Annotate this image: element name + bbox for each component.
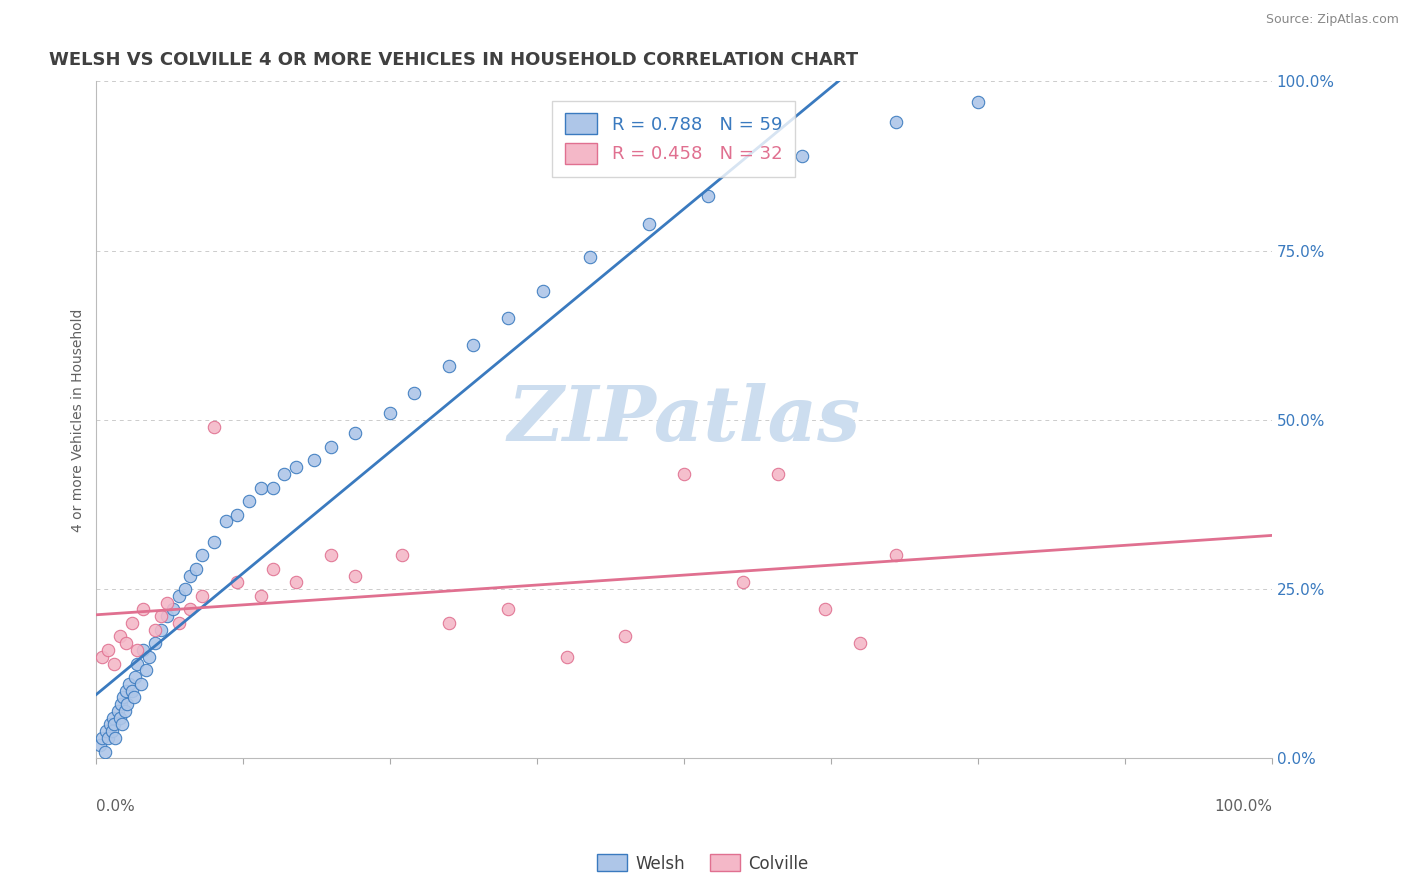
Point <box>226 508 249 522</box>
Legend: Welsh, Colville: Welsh, Colville <box>591 847 815 880</box>
Point <box>129 677 152 691</box>
Point <box>967 95 990 109</box>
Point <box>156 609 179 624</box>
Point <box>250 481 273 495</box>
Point <box>124 670 146 684</box>
Point <box>150 623 173 637</box>
Point <box>173 582 195 596</box>
Point <box>402 385 425 400</box>
Point <box>391 548 413 562</box>
Point <box>97 731 120 745</box>
Point <box>138 649 160 664</box>
Point <box>814 602 837 616</box>
Point <box>150 609 173 624</box>
Point <box>110 697 132 711</box>
Text: 0.0%: 0.0% <box>97 799 135 814</box>
Point <box>167 589 190 603</box>
Point <box>555 649 578 664</box>
Point <box>302 453 325 467</box>
Point <box>114 683 136 698</box>
Point <box>127 643 149 657</box>
Text: 100.0%: 100.0% <box>1213 799 1272 814</box>
Point <box>167 615 190 630</box>
Point <box>112 690 135 705</box>
Point <box>121 615 143 630</box>
Point <box>321 440 343 454</box>
Point <box>273 467 295 481</box>
Point <box>226 575 249 590</box>
Y-axis label: 4 or more Vehicles in Household: 4 or more Vehicles in Household <box>72 308 86 532</box>
Point <box>93 745 115 759</box>
Point <box>179 602 201 616</box>
Point <box>135 664 157 678</box>
Point <box>101 711 124 725</box>
Point <box>496 602 519 616</box>
Point <box>673 467 696 481</box>
Point <box>191 589 214 603</box>
Point <box>143 636 166 650</box>
Point <box>121 683 143 698</box>
Point <box>91 731 114 745</box>
Point <box>94 724 117 739</box>
Point <box>380 406 402 420</box>
Point <box>107 704 129 718</box>
Text: WELSH VS COLVILLE 4 OR MORE VEHICLES IN HOUSEHOLD CORRELATION CHART: WELSH VS COLVILLE 4 OR MORE VEHICLES IN … <box>49 51 859 69</box>
Point <box>731 575 754 590</box>
Point <box>108 711 131 725</box>
Text: ZIPatlas: ZIPatlas <box>508 383 860 457</box>
Point <box>108 630 131 644</box>
Point <box>114 704 136 718</box>
Point <box>103 657 125 671</box>
Point <box>115 697 138 711</box>
Point <box>118 677 141 691</box>
Point <box>637 217 659 231</box>
Point <box>214 515 236 529</box>
Point <box>531 284 554 298</box>
Point <box>849 636 872 650</box>
Point <box>343 568 366 582</box>
Point <box>790 149 813 163</box>
Point <box>97 643 120 657</box>
Point <box>250 589 273 603</box>
Text: Source: ZipAtlas.com: Source: ZipAtlas.com <box>1265 13 1399 27</box>
Point <box>186 562 208 576</box>
Point <box>202 534 225 549</box>
Point <box>114 636 136 650</box>
Point <box>89 738 111 752</box>
Point <box>179 568 201 582</box>
Point <box>321 548 343 562</box>
Point <box>238 494 260 508</box>
Point <box>100 717 122 731</box>
Point <box>127 657 149 671</box>
Point <box>437 615 460 630</box>
Point <box>496 311 519 326</box>
Point <box>262 562 284 576</box>
Point <box>91 649 114 664</box>
Point <box>766 467 789 481</box>
Point <box>884 548 907 562</box>
Point <box>191 548 214 562</box>
Legend: R = 0.788   N = 59, R = 0.458   N = 32: R = 0.788 N = 59, R = 0.458 N = 32 <box>553 101 794 177</box>
Point <box>285 575 308 590</box>
Point <box>343 426 366 441</box>
Point <box>579 251 602 265</box>
Point <box>884 115 907 129</box>
Point <box>103 717 125 731</box>
Point <box>143 623 166 637</box>
Point <box>132 602 155 616</box>
Point <box>132 643 155 657</box>
Point <box>111 717 134 731</box>
Point <box>100 724 122 739</box>
Point <box>162 602 184 616</box>
Point <box>122 690 145 705</box>
Point <box>262 481 284 495</box>
Point <box>614 630 637 644</box>
Point <box>696 189 718 203</box>
Point <box>156 596 179 610</box>
Point <box>104 731 127 745</box>
Point <box>437 359 460 373</box>
Point <box>285 460 308 475</box>
Point <box>202 419 225 434</box>
Point <box>461 338 484 352</box>
